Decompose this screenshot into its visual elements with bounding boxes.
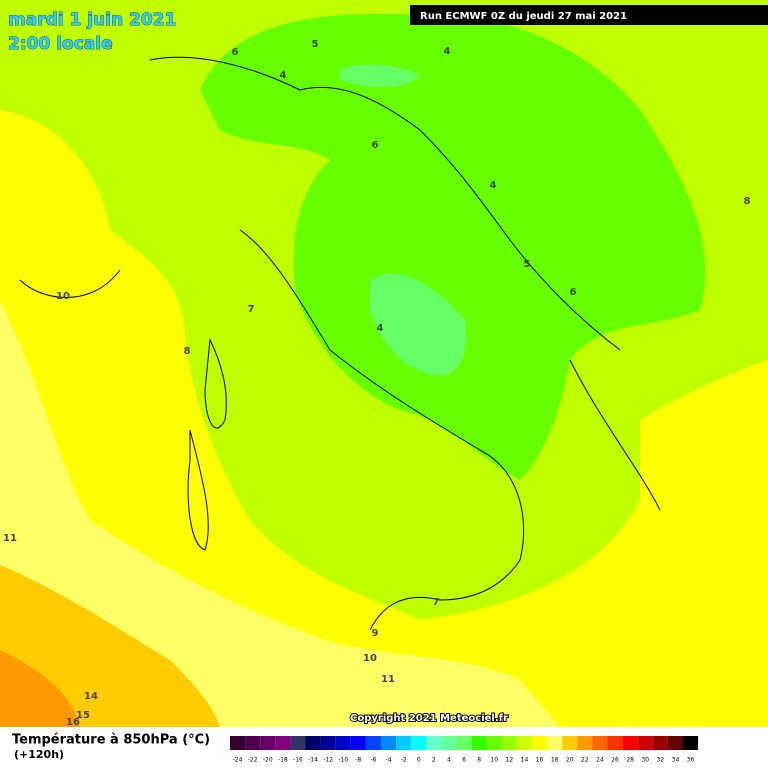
scale-label: 6 — [462, 757, 466, 764]
scale-label: -4 — [386, 757, 392, 764]
scale-box — [335, 736, 351, 750]
contour-label: 11 — [381, 674, 395, 685]
scale-label: 18 — [551, 757, 559, 764]
island — [187, 338, 227, 551]
contour-label: 10 — [363, 653, 377, 664]
scale-label: -10 — [338, 757, 348, 764]
scale-label: 22 — [581, 757, 589, 764]
scale-box — [320, 736, 336, 750]
scale-box — [516, 736, 532, 750]
scale-label: -24 — [233, 757, 243, 764]
dark-orange-zone — [0, 650, 80, 727]
scale-box — [230, 736, 246, 750]
contour-label: 4 — [444, 46, 451, 57]
scale-label: 12 — [506, 757, 514, 764]
legend-subtitle: (+120h) — [14, 748, 64, 761]
scale-label: -12 — [323, 757, 333, 764]
scale-label: 4 — [447, 757, 451, 764]
scale-box — [471, 736, 487, 750]
light-green-zone — [370, 273, 467, 376]
scale-label: 28 — [626, 757, 634, 764]
scale-box — [350, 736, 366, 750]
scale-box — [381, 736, 397, 750]
yellow-zone — [0, 110, 768, 727]
scale-label: -14 — [308, 757, 318, 764]
scale-box — [396, 736, 412, 750]
scale-label: -22 — [248, 757, 258, 764]
scale-label: 34 — [672, 757, 680, 764]
contour-label: 14 — [84, 691, 98, 702]
contour-label: 11 — [3, 533, 17, 544]
scale-box — [592, 736, 608, 750]
green-zone — [200, 13, 706, 480]
scale-box — [365, 736, 381, 750]
scale-label: 16 — [536, 757, 544, 764]
scale-label: -20 — [263, 757, 273, 764]
contour-label: 4 — [280, 70, 287, 81]
legend-title: Température à 850hPa (°C) — [12, 733, 210, 748]
contour-label: 6 — [570, 287, 577, 298]
light-green-zone — [340, 64, 420, 87]
scale-box — [622, 736, 638, 750]
scale-box — [683, 736, 699, 750]
scale-label: -18 — [278, 757, 288, 764]
copyright: Copyright 2021 Meteociel.fr — [350, 713, 508, 724]
pale-yellow-zone — [0, 300, 560, 727]
contour-label: 10 — [56, 291, 70, 302]
scale-label: 20 — [566, 757, 574, 764]
scale-box — [501, 736, 517, 750]
contour-label: 7 — [433, 597, 440, 608]
scale-box — [577, 736, 593, 750]
scale-box — [637, 736, 653, 750]
scale-box — [290, 736, 306, 750]
scale-box — [547, 736, 563, 750]
scale-label: 10 — [490, 757, 498, 764]
contour-label: 7 — [248, 304, 255, 315]
scale-label: 30 — [641, 757, 649, 764]
contour-label: 5 — [524, 259, 531, 270]
scale-box — [532, 736, 548, 750]
contour-label: 8 — [184, 346, 191, 357]
scale-label: 26 — [611, 757, 619, 764]
contour-label: 16 — [66, 717, 80, 728]
scale-box — [562, 736, 578, 750]
scale-box — [426, 736, 442, 750]
scale-label: 14 — [521, 757, 529, 764]
scale-box — [411, 736, 427, 750]
scale-label: -6 — [370, 757, 376, 764]
scale-box — [260, 736, 276, 750]
scale-box — [456, 736, 472, 750]
run-box — [410, 5, 768, 25]
scale-label: 0 — [417, 757, 421, 764]
scale-label: 2 — [432, 757, 436, 764]
scale-box — [607, 736, 623, 750]
contour-label: 9 — [372, 628, 379, 639]
scale-box — [305, 736, 321, 750]
scale-label: 24 — [596, 757, 604, 764]
contour-label: 4 — [490, 180, 497, 191]
scale-label: -2 — [401, 757, 407, 764]
scale-box — [667, 736, 683, 750]
scale-box — [652, 736, 668, 750]
map-time: 2:00 locale — [8, 34, 113, 54]
run-info: Run ECMWF 0Z du jeudi 27 mai 2021 — [420, 11, 627, 22]
scale-box — [245, 736, 261, 750]
scale-box — [441, 736, 457, 750]
map-date: mardi 1 juin 2021 — [8, 10, 176, 30]
scale-box — [275, 736, 291, 750]
contour-label: 5 — [312, 39, 319, 50]
contour-label: 8 — [744, 196, 751, 207]
contour-label: 4 — [377, 323, 384, 334]
coastline — [19, 56, 661, 631]
scale-box — [486, 736, 502, 750]
contour-label: 6 — [372, 140, 379, 151]
contour-label: 15 — [76, 710, 90, 721]
contour-label: 6 — [232, 47, 239, 58]
scale-label: 36 — [687, 757, 695, 764]
scale-label: -16 — [293, 757, 303, 764]
scale-label: 8 — [477, 757, 481, 764]
scale-label: 32 — [657, 757, 665, 764]
scale-label: -8 — [355, 757, 361, 764]
